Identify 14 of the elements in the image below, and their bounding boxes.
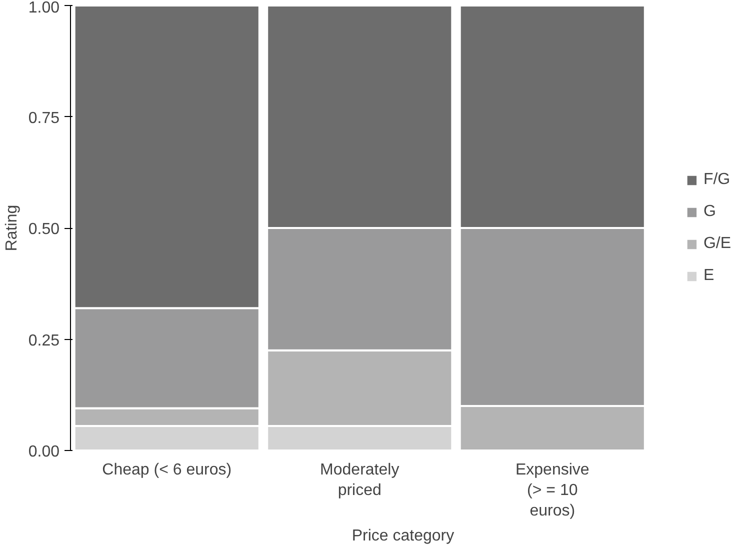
legend-label: G [703, 202, 717, 220]
y-tick-label: 1.00 [28, 0, 60, 16]
x-axis-title: Price category [352, 527, 454, 544]
legend-label: E [703, 266, 716, 284]
x-tick-label: Cheap (< 6 euros) [102, 462, 232, 478]
y-tick-label: 0.00 [28, 444, 60, 460]
y-tick-label: 0.50 [28, 221, 60, 238]
x-tick-label: Expensive (> = 10 euros) [515, 462, 590, 520]
x-tick-label: Moderately priced [320, 462, 400, 499]
legend-label: G/E [703, 234, 731, 252]
y-tick-label: 0.75 [28, 110, 60, 127]
y-tick-label: 0.25 [28, 332, 60, 350]
legend-label: F/G [703, 170, 730, 188]
y-axis-title: Rating [3, 204, 20, 252]
